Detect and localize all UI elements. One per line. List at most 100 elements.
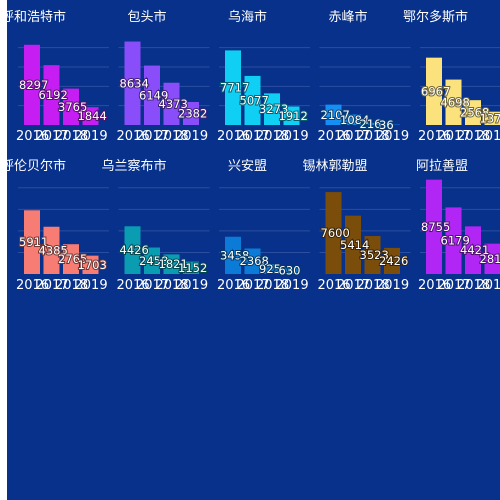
left-edge-strip: [0, 0, 7, 500]
bar: [144, 247, 160, 274]
data-label: 1821: [159, 257, 188, 271]
data-label: 5911: [19, 235, 48, 249]
tick-label: 2016: [217, 278, 250, 293]
tick-label: 2018: [256, 129, 289, 144]
tick-label: 2018: [55, 129, 88, 144]
bar: [183, 101, 199, 125]
bar: [163, 254, 180, 274]
tick-label: 2017: [438, 278, 471, 293]
bar: [345, 215, 361, 274]
tick-label: 2018: [457, 129, 490, 144]
data-label: 2426: [379, 254, 408, 268]
bar: [325, 104, 342, 125]
data-label: 6192: [39, 88, 68, 102]
bar: [484, 111, 500, 125]
data-label: 1912: [279, 109, 308, 123]
data-label: 630: [279, 264, 301, 278]
bar: [426, 57, 442, 126]
bar: [484, 243, 500, 274]
chart-title: 乌兰察布市: [101, 158, 166, 174]
data-label: 6967: [421, 84, 450, 98]
tick-label: 2019: [75, 129, 108, 144]
data-label: 8755: [421, 220, 450, 234]
bar: [82, 107, 99, 125]
bar: [24, 44, 40, 125]
tick-label: 2016: [418, 278, 451, 293]
bar: [124, 41, 141, 126]
tick-label: 2017: [438, 129, 471, 144]
bar: [426, 179, 442, 274]
tick-label: 2019: [477, 129, 500, 144]
bar: [225, 236, 241, 274]
bar: [325, 192, 342, 274]
tick-label: 2016: [16, 129, 49, 144]
tick-label: 2016: [318, 278, 351, 293]
chart-title: 阿拉善盟: [416, 158, 468, 174]
data-label: 7600: [321, 226, 350, 240]
data-label: 3523: [360, 248, 389, 262]
data-label: 2107: [321, 108, 350, 122]
data-label: 8634: [120, 76, 149, 90]
data-label: 4373: [159, 97, 188, 111]
data-label: 1844: [78, 109, 107, 123]
bar: [82, 255, 99, 274]
tick-label: 2016: [217, 129, 250, 144]
data-label: 5077: [240, 93, 269, 107]
bar: [264, 264, 280, 274]
tick-label: 2017: [36, 278, 69, 293]
tick-label: 2019: [376, 278, 409, 293]
bar: [244, 248, 261, 274]
data-label: 4385: [39, 243, 68, 257]
bar: [43, 226, 60, 274]
bar: [225, 50, 241, 126]
data-label: 4698: [441, 95, 470, 109]
bar: [63, 88, 79, 125]
data-label: 2382: [178, 106, 207, 120]
tick-label: 2019: [175, 278, 208, 293]
tick-label: 2016: [117, 129, 150, 144]
bar: [283, 267, 300, 274]
chart-title: 赤峰市: [328, 9, 367, 25]
tick-label: 2017: [36, 129, 69, 144]
data-label: 1084: [340, 113, 369, 127]
tick-label: 2019: [175, 129, 208, 144]
tick-label: 2017: [337, 129, 370, 144]
data-label: 6149: [139, 88, 168, 102]
data-label: 216: [360, 117, 382, 131]
data-label: 1152: [178, 261, 207, 275]
bar: [183, 261, 199, 274]
tick-label: 2016: [418, 129, 451, 144]
tick-label: 2017: [237, 129, 270, 144]
tick-label: 2019: [477, 278, 500, 293]
chart-title: 锡林郭勒盟: [302, 158, 367, 174]
tick-label: 2018: [156, 278, 189, 293]
tick-label: 2019: [276, 129, 309, 144]
tick-label: 2017: [136, 129, 169, 144]
tick-label: 2019: [75, 278, 108, 293]
tick-label: 2018: [156, 129, 189, 144]
chart-title: 兴安盟: [228, 159, 267, 174]
chart-title: 鄂尔多斯市: [403, 9, 468, 25]
bar: [63, 244, 79, 274]
tick-label: 2018: [55, 278, 88, 293]
chart-title: 呼和浩特市: [1, 9, 66, 25]
data-label: 4421: [460, 243, 489, 257]
tick-label: 2018: [357, 278, 390, 293]
bar: [283, 106, 300, 125]
bar: [465, 100, 481, 125]
bar: [445, 207, 462, 274]
data-label: 2765: [58, 252, 87, 266]
bar: [345, 114, 361, 125]
data-label: 1703: [78, 258, 107, 272]
tick-label: 2017: [337, 278, 370, 293]
data-label: 4426: [120, 243, 149, 257]
data-label: 7717: [220, 81, 249, 95]
